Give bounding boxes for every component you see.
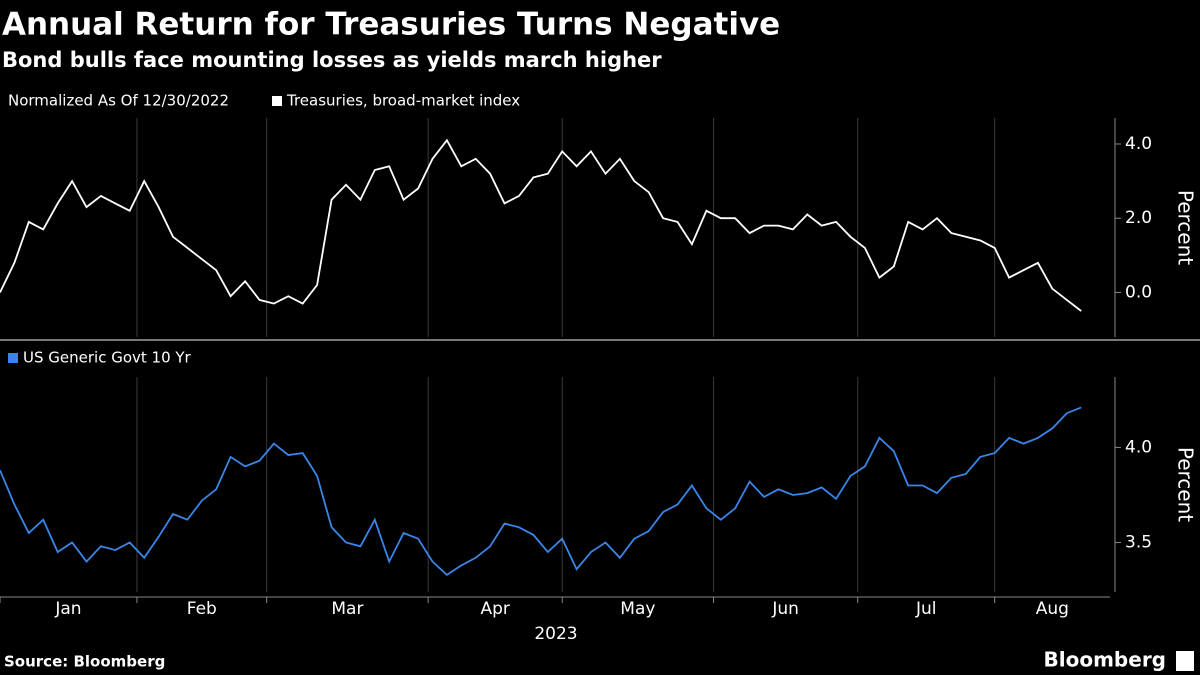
- legend-label: Treasuries, broad-market index: [286, 92, 520, 110]
- source: Source: Bloomberg: [4, 653, 165, 671]
- y-axis-label: Percent: [1174, 190, 1198, 265]
- y-tick-label: 0.0: [1125, 282, 1152, 302]
- x-tick-label: May: [620, 599, 655, 619]
- x-tick-label: Feb: [187, 599, 217, 619]
- y-tick-label: 3.5: [1125, 533, 1152, 553]
- x-tick-label: Jan: [54, 599, 81, 619]
- series-line: [0, 406, 1082, 577]
- x-tick-label: Mar: [331, 599, 363, 619]
- note: Normalized As Of 12/30/2022: [8, 92, 229, 110]
- y-tick-label: 4.0: [1125, 437, 1152, 457]
- brand: Bloomberg: [1044, 648, 1166, 672]
- legend-swatch: [272, 96, 282, 106]
- x-tick-label: Jun: [771, 599, 799, 619]
- x-tick-label: Jul: [915, 599, 937, 619]
- legend-label: US Generic Govt 10 Yr: [23, 349, 192, 367]
- legend-swatch: [8, 353, 18, 363]
- y-axis-label: Percent: [1174, 447, 1198, 522]
- x-axis-label: 2023: [534, 624, 577, 644]
- y-tick-label: 4.0: [1125, 134, 1152, 154]
- y-tick-label: 2.0: [1125, 208, 1152, 228]
- x-tick-label: Apr: [480, 599, 509, 619]
- x-tick-label: Aug: [1036, 599, 1069, 619]
- chart-subtitle: Bond bulls face mounting losses as yield…: [2, 48, 662, 72]
- brand-icon: [1176, 651, 1194, 671]
- series-line: [0, 138, 1082, 312]
- chart-title: Annual Return for Treasuries Turns Negat…: [2, 7, 780, 43]
